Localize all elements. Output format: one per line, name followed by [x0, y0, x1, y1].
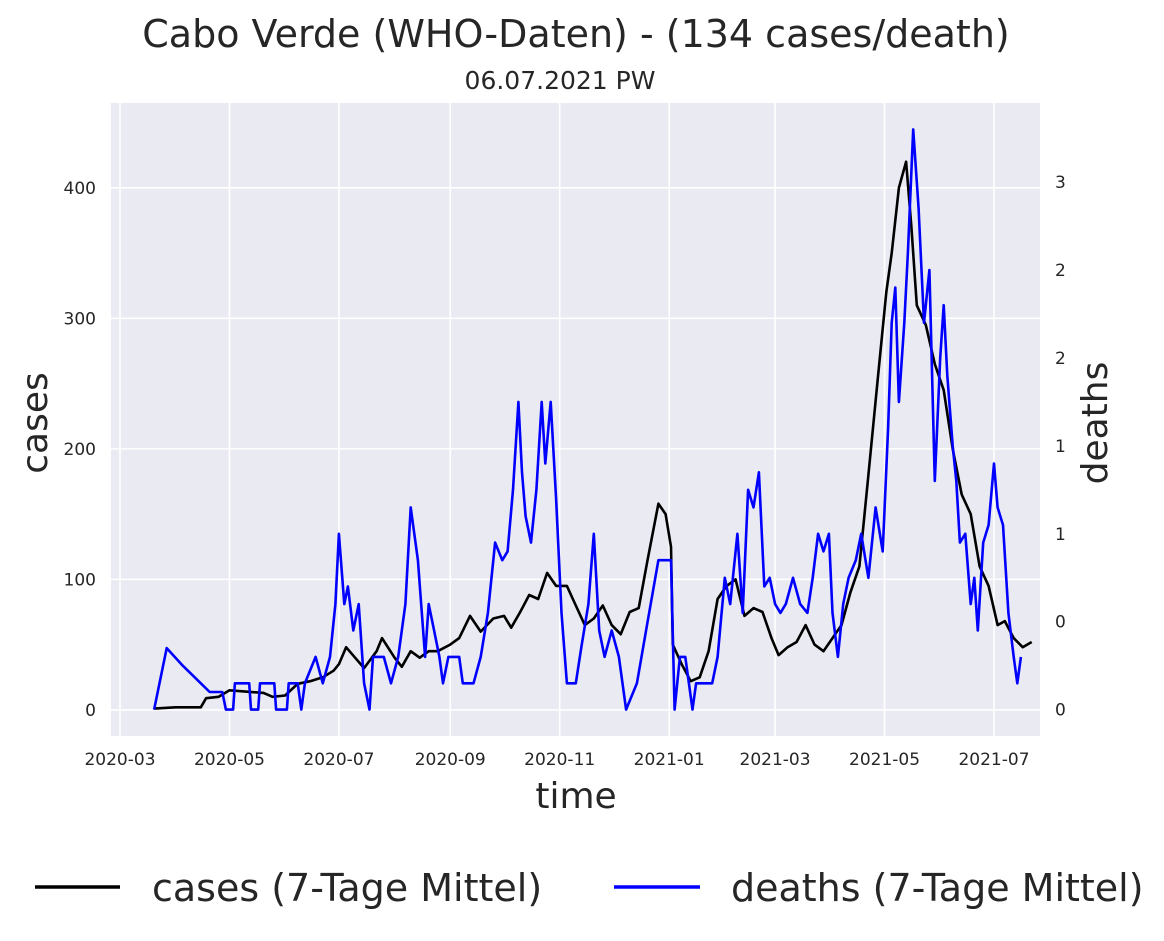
y-right-tick-label: 0	[1055, 701, 1066, 721]
y-left-tick-label: 100	[64, 570, 96, 590]
deaths-line	[152, 128, 1023, 711]
x-tick-label: 2020-05	[194, 750, 265, 770]
series-lines	[152, 128, 1033, 711]
legend-label-deaths: deaths (7-Tage Mittel)	[731, 866, 1144, 910]
y-right-tick-label: 2	[1055, 261, 1066, 281]
chart-title: Cabo Verde (WHO-Daten) - (134 cases/deat…	[142, 12, 1009, 56]
plot-area	[111, 103, 1040, 736]
y-left-tick-label: 400	[64, 179, 96, 199]
y-axis-right-label: deaths	[1075, 362, 1116, 485]
y-right-tick-label: 2	[1055, 349, 1066, 369]
cases-line	[154, 160, 1033, 710]
y-right-tick-label: 0	[1055, 613, 1066, 633]
y-axis-left-ticks: 0 100 200 300 400	[64, 179, 96, 721]
y-axis-left-label: cases	[15, 372, 56, 474]
y-right-tick-label: 1	[1055, 525, 1066, 545]
y-left-tick-label: 200	[64, 440, 96, 460]
y-left-tick-label: 300	[64, 309, 96, 329]
x-tick-label: 2020-11	[524, 750, 595, 770]
x-tick-label: 2021-05	[849, 750, 920, 770]
x-axis-label: time	[535, 776, 616, 817]
x-tick-label: 2020-07	[303, 750, 374, 770]
chart-subtitle: 06.07.2021 PW	[465, 66, 656, 95]
legend: cases (7-Tage Mittel) deaths (7-Tage Mit…	[35, 866, 1144, 910]
x-axis-ticks: 2020-03 2020-05 2020-07 2020-09 2020-11 2021-…	[84, 750, 1029, 770]
y-right-tick-label: 1	[1055, 437, 1066, 457]
x-tick-label: 2021-03	[740, 750, 811, 770]
x-tick-label: 2020-03	[84, 750, 155, 770]
x-tick-label: 2021-01	[634, 750, 705, 770]
legend-label-cases: cases (7-Tage Mittel)	[152, 866, 542, 910]
y-left-tick-label: 0	[85, 701, 96, 721]
y-right-tick-label: 3	[1055, 173, 1066, 193]
grid-lines	[111, 103, 1040, 736]
x-tick-label: 2021-07	[958, 750, 1029, 770]
x-tick-label: 2020-09	[415, 750, 486, 770]
y-axis-right-ticks: 0 0 1 1 2 2 3	[1055, 173, 1066, 721]
